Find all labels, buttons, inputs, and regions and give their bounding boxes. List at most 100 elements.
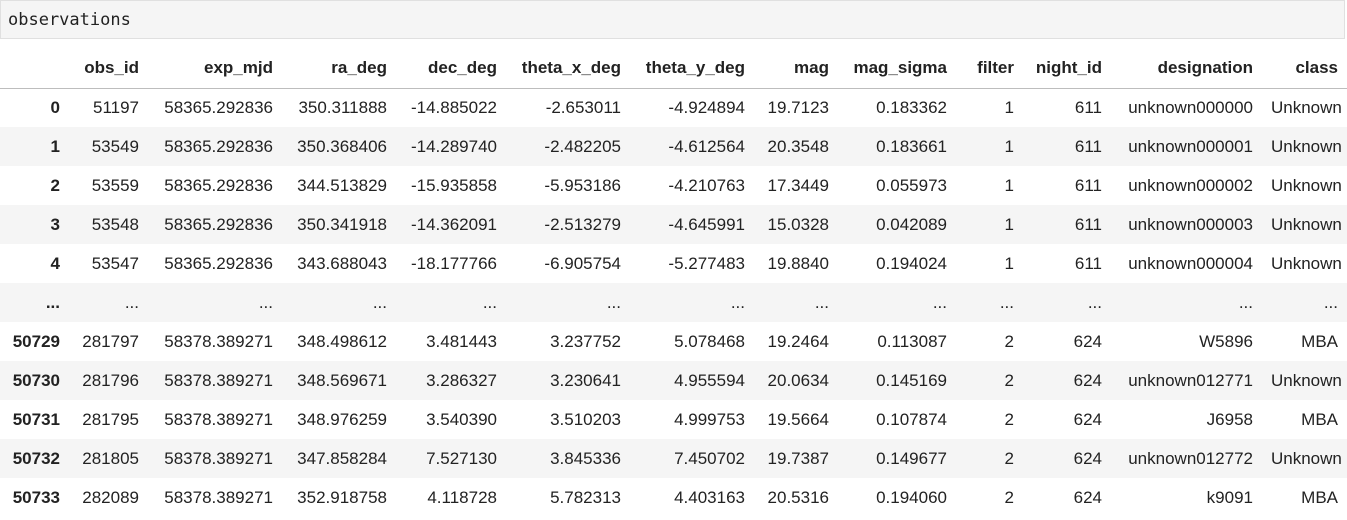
column-header: mag_sigma: [838, 49, 956, 89]
table-cell: 352.918758: [297, 487, 387, 507]
row-index-cell: 0: [50, 97, 60, 117]
table-cell: 58365.292836: [164, 175, 273, 195]
column-header: filter: [956, 49, 1023, 89]
table-cell: 3.237752: [550, 331, 621, 351]
table-cell: Unknown: [1271, 214, 1342, 234]
row-index-cell: 2: [50, 175, 60, 195]
table-cell: 624: [1073, 487, 1102, 507]
table-cell: 1: [1004, 214, 1014, 234]
table-cell: 348.569671: [297, 370, 387, 390]
table-cell: ...: [999, 292, 1014, 312]
row-index-cell: 50732: [12, 448, 60, 468]
table-cell: ...: [1087, 292, 1102, 312]
table-cell: 58365.292836: [164, 136, 273, 156]
table-cell: 3.230641: [550, 370, 621, 390]
table-cell: 7.450702: [674, 448, 745, 468]
table-cell: ...: [932, 292, 947, 312]
table-cell: 20.5316: [767, 487, 829, 507]
column-header: theta_y_deg: [630, 49, 754, 89]
table-cell: 2: [1004, 448, 1014, 468]
table-cell: 0.145169: [876, 370, 947, 390]
table-cell: 2: [1004, 487, 1014, 507]
table-cell: 53559: [91, 175, 139, 195]
table-cell: 350.341918: [297, 214, 387, 234]
table-cell: unknown000004: [1128, 253, 1253, 273]
table-cell: -14.885022: [410, 97, 497, 117]
table-cell: 53548: [91, 214, 139, 234]
table-body: 0 51197 58365.292836 350.311888 -14.885022 -2…: [0, 88, 1347, 517]
table-row: 50733 282089 58378.389271 352.918758 4.11872…: [0, 478, 1347, 517]
table-cell: 53549: [91, 136, 139, 156]
table-row: .......................................: [0, 283, 1347, 322]
table-cell: Unknown: [1271, 370, 1342, 390]
table-cell: 0.042089: [876, 214, 947, 234]
table-cell: 624: [1073, 370, 1102, 390]
table-cell: Unknown: [1271, 448, 1342, 468]
table-cell: 15.0328: [767, 214, 829, 234]
table-cell: 53547: [91, 253, 139, 273]
table-cell: unknown012772: [1128, 448, 1253, 468]
table-cell: unknown012771: [1128, 370, 1253, 390]
table-cell: 2: [1004, 370, 1014, 390]
table-cell: ...: [258, 292, 273, 312]
table-cell: 611: [1074, 214, 1102, 234]
table-cell: 19.8840: [767, 253, 829, 273]
table-cell: 5.782313: [550, 487, 621, 507]
row-index-cell: 50733: [12, 487, 60, 507]
table-cell: 624: [1073, 331, 1102, 351]
table-cell: 19.7387: [767, 448, 829, 468]
variable-name-header: observations: [0, 0, 1345, 39]
table-cell: unknown000000: [1128, 97, 1253, 117]
table-row: 50732 281805 58378.389271 347.858284 7.52713…: [0, 439, 1347, 478]
table-cell: 58378.389271: [164, 331, 273, 351]
table-cell: -5.277483: [668, 253, 745, 273]
table-cell: 611: [1074, 253, 1102, 273]
header-row: obs_id exp_mjd ra_deg dec_deg theta_x_deg the…: [0, 49, 1347, 89]
table-cell: Unknown: [1271, 136, 1342, 156]
table-cell: unknown000002: [1128, 175, 1253, 195]
table-cell: 611: [1074, 175, 1102, 195]
table-cell: -15.935858: [410, 175, 497, 195]
table-cell: -14.362091: [410, 214, 497, 234]
table-cell: 1: [1004, 253, 1014, 273]
table-row: 50729 281797 58378.389271 348.498612 3.48144…: [0, 322, 1347, 361]
table-cell: -5.953186: [544, 175, 621, 195]
table-cell: 343.688043: [297, 253, 387, 273]
table-cell: 0.113087: [877, 331, 947, 351]
table-cell: -4.645991: [668, 214, 745, 234]
table-cell: MBA: [1301, 409, 1338, 429]
table-cell: 282089: [82, 487, 139, 507]
table-row: 50730 281796 58378.389271 348.569671 3.28632…: [0, 361, 1347, 400]
table-cell: 611: [1074, 97, 1102, 117]
table-cell: 350.368406: [297, 136, 387, 156]
table-cell: 58378.389271: [164, 448, 273, 468]
table-cell: W5896: [1199, 331, 1253, 351]
row-index-cell: 50729: [12, 331, 60, 351]
table-cell: ...: [372, 292, 387, 312]
table-cell: 20.3548: [767, 136, 829, 156]
table-cell: -2.482205: [544, 136, 621, 156]
table-cell: 58378.389271: [164, 370, 273, 390]
table-row: 50731 281795 58378.389271 348.976259 3.54039…: [0, 400, 1347, 439]
table-cell: -2.513279: [544, 214, 621, 234]
table-cell: 611: [1074, 136, 1102, 156]
table-cell: 1: [1004, 97, 1014, 117]
table-cell: 4.118728: [427, 487, 497, 507]
table-cell: 58365.292836: [164, 97, 273, 117]
table-cell: 2: [1004, 331, 1014, 351]
table-cell: 3.845336: [550, 448, 621, 468]
table-cell: -2.653011: [545, 97, 621, 117]
table-cell: 4.999753: [674, 409, 745, 429]
row-index-cell: 50730: [12, 370, 60, 390]
table-cell: 2: [1004, 409, 1014, 429]
table-cell: 17.3449: [767, 175, 829, 195]
column-header: night_id: [1023, 49, 1111, 89]
table-cell: ...: [1323, 292, 1338, 312]
table-row: 2 53559 58365.292836 344.513829 -15.935858 -5…: [0, 166, 1347, 205]
table-cell: 0.055973: [876, 175, 947, 195]
table-cell: 58365.292836: [164, 214, 273, 234]
row-index-cell: ...: [45, 292, 60, 312]
table-cell: unknown000001: [1128, 136, 1253, 156]
table-cell: 4.955594: [674, 370, 745, 390]
table-cell: Unknown: [1271, 253, 1342, 273]
